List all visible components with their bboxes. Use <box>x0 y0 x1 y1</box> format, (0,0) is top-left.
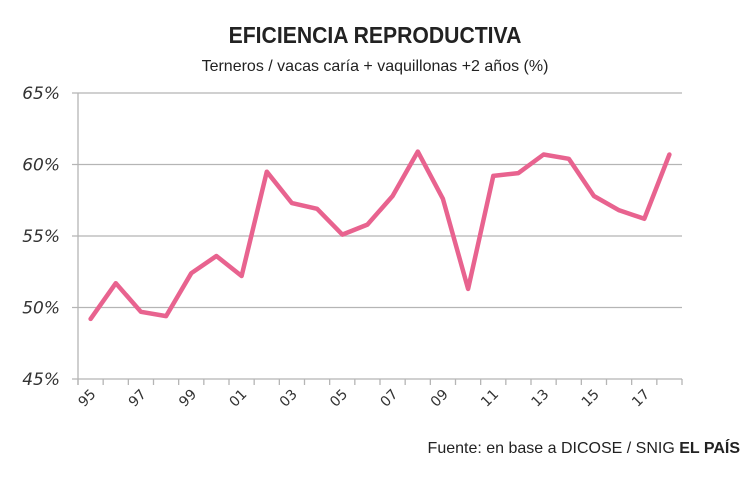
x-axis: 95 97 99 01 03 05 07 09 11 13 15 17 <box>75 379 683 411</box>
x-tick-label: 95 <box>75 387 99 411</box>
y-tick-label: 60% <box>22 156 60 176</box>
x-tick-label: 09 <box>428 387 452 411</box>
y-tick-label: 50% <box>22 299 60 319</box>
y-axis: 45% 50% 55% 60% 65% <box>22 84 79 390</box>
y-tick-label: 55% <box>22 227 60 247</box>
chart-title: EFICIENCIA REPRODUCTIVA <box>228 22 522 48</box>
x-tick-label: 07 <box>377 387 401 411</box>
x-tick-label: 11 <box>478 387 502 411</box>
x-tick-label: 17 <box>629 387 653 411</box>
x-tick-label: 97 <box>126 387 150 411</box>
x-tick-label: 13 <box>528 387 552 411</box>
x-tick-label: 01 <box>226 387 250 411</box>
x-tick-label: 05 <box>327 387 351 411</box>
brand-label: EL PAÍS <box>679 440 740 457</box>
y-tick-label: 45% <box>22 370 60 390</box>
gridlines <box>72 92 682 380</box>
x-tick-label: 03 <box>277 387 301 411</box>
source-text: Fuente: en base a DICOSE / SNIG <box>427 440 675 457</box>
y-tick-label: 65% <box>22 84 60 104</box>
x-tick-label: 99 <box>176 387 200 411</box>
x-tick-label: 15 <box>579 387 603 411</box>
chart-subtitle: Terneros / vacas caría + vaquillonas +2 … <box>201 58 549 75</box>
data-line <box>88 149 672 322</box>
source-note: Fuente: en base a DICOSE / SNIG EL PAÍS <box>428 440 740 458</box>
